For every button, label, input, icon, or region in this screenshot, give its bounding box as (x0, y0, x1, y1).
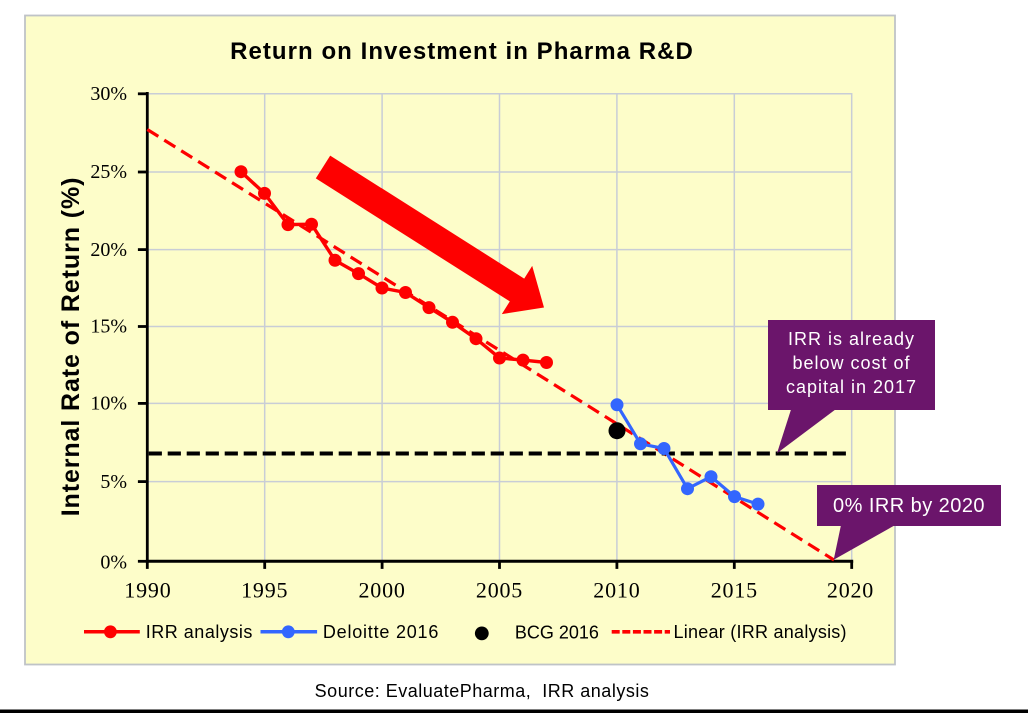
svg-text:Source: EvaluatePharma, IRR a: Source: EvaluatePharma, IRR analysis (315, 681, 650, 701)
svg-text:10%: 10% (90, 393, 127, 415)
svg-text:2015: 2015 (711, 578, 758, 603)
svg-text:0%: 0% (100, 551, 127, 573)
svg-text:Return on Investment in Pharma: Return on Investment in Pharma R&D (230, 38, 694, 65)
svg-text:capital in 2017: capital in 2017 (786, 377, 917, 397)
svg-text:30%: 30% (90, 83, 127, 105)
svg-text:BCG 2016: BCG 2016 (515, 623, 599, 643)
svg-text:20%: 20% (90, 239, 127, 261)
svg-text:below cost of: below cost of (792, 353, 910, 373)
svg-text:2010: 2010 (593, 578, 640, 603)
svg-text:IRR analysis: IRR analysis (146, 622, 253, 642)
svg-text:IRR is already: IRR is already (788, 329, 915, 349)
svg-text:2005: 2005 (476, 578, 523, 603)
svg-text:2020: 2020 (827, 578, 874, 603)
svg-text:5%: 5% (100, 471, 127, 493)
svg-text:Deloitte 2016: Deloitte 2016 (323, 622, 439, 642)
svg-text:15%: 15% (90, 316, 127, 338)
svg-text:2000: 2000 (358, 578, 405, 603)
svg-text:Linear (IRR analysis): Linear (IRR analysis) (674, 622, 847, 642)
svg-text:0% IRR by 2020: 0% IRR by 2020 (833, 495, 985, 517)
svg-text:1995: 1995 (241, 578, 288, 603)
svg-text:Internal Rate of Return (%): Internal Rate of Return (%) (57, 177, 85, 517)
svg-text:25%: 25% (90, 161, 127, 183)
svg-text:1990: 1990 (124, 578, 171, 603)
